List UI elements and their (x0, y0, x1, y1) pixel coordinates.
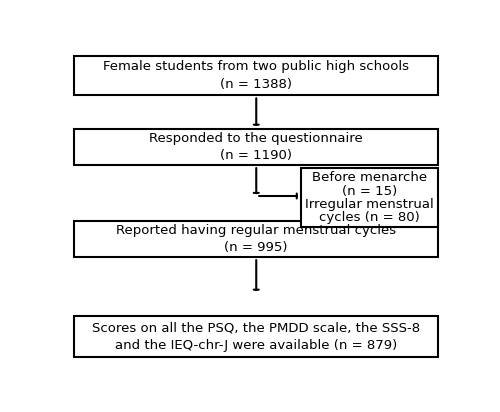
Text: (n = 1190): (n = 1190) (220, 150, 292, 162)
Text: (n = 1388): (n = 1388) (220, 78, 292, 91)
Text: Before menarche: Before menarche (312, 171, 427, 184)
Text: and the IEQ-chr-J were available (n = 879): and the IEQ-chr-J were available (n = 87… (115, 339, 398, 352)
Text: Irregular menstrual: Irregular menstrual (305, 198, 434, 211)
Bar (301, 169, 438, 227)
Text: (n = 15): (n = 15) (342, 185, 397, 198)
Text: (n = 995): (n = 995) (224, 241, 288, 254)
Text: Female students from two public high schools: Female students from two public high sch… (104, 60, 409, 73)
Text: cycles (n = 80): cycles (n = 80) (319, 211, 420, 224)
Bar (74, 221, 438, 257)
Bar (74, 56, 438, 96)
Bar (74, 316, 438, 357)
Text: Reported having regular menstrual cycles: Reported having regular menstrual cycles (116, 224, 396, 236)
Text: Scores on all the PSQ, the PMDD scale, the SSS-8: Scores on all the PSQ, the PMDD scale, t… (92, 321, 420, 334)
Bar (74, 129, 438, 165)
Text: Responded to the questionnaire: Responded to the questionnaire (150, 131, 363, 145)
